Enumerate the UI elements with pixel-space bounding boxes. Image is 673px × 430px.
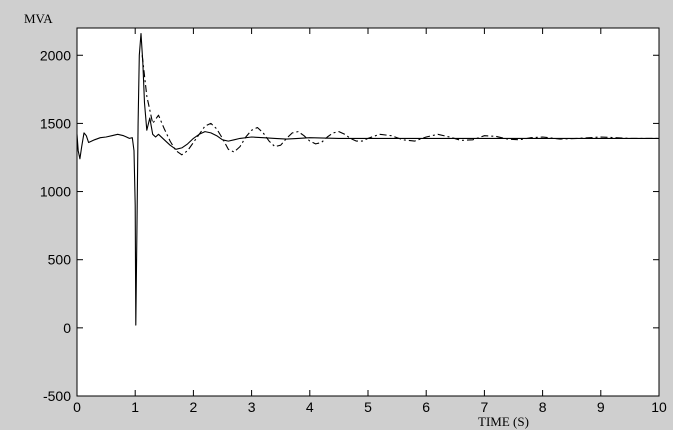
y-tick-label: -500 [43,388,71,404]
y-axis-title: MVA [24,11,53,26]
x-tick-label: 0 [73,399,81,415]
x-axis-title: TIME (S) [478,414,529,429]
x-tick-label: 9 [597,399,605,415]
plot-area [76,27,660,397]
x-tick-label: 1 [131,399,139,415]
x-tick-label: 3 [248,399,256,415]
y-tick-label: 500 [48,252,72,268]
y-tick-label: 1000 [40,184,71,200]
x-tick-label: 6 [422,399,430,415]
y-tick-label: 1500 [40,115,71,131]
x-tick-label: 8 [539,399,547,415]
series-line-solid [76,32,659,326]
series-lines [76,32,659,326]
y-tick-label: 2000 [40,47,71,63]
x-tick-label: 7 [481,399,489,415]
series-line-dashed [141,55,659,156]
x-tick-label: 5 [364,399,372,415]
y-tick-label: 0 [63,320,71,336]
x-tick-label: 10 [651,399,667,415]
x-tick-label: 2 [190,399,198,415]
x-tick-label: 4 [306,399,314,415]
